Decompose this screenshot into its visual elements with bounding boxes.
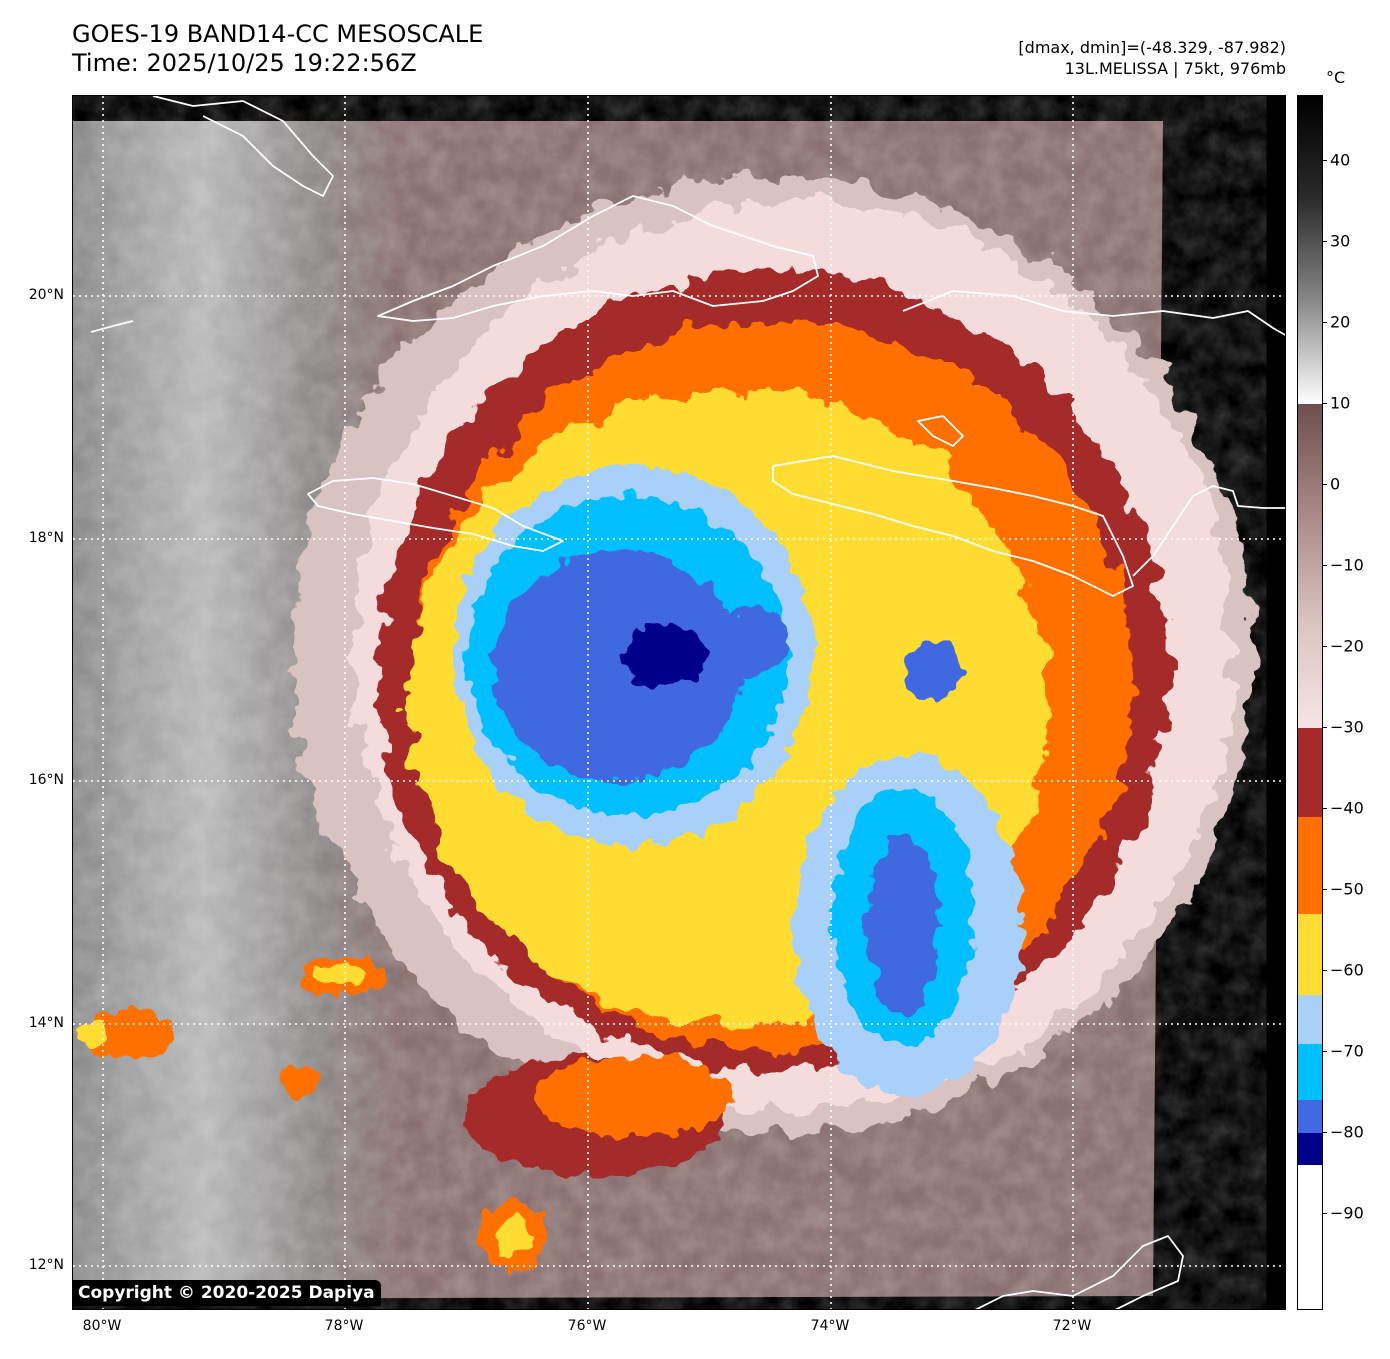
- colorbar-tick: [1322, 807, 1327, 809]
- lon-label-76w: 76°W: [567, 1318, 607, 1334]
- colorbar-tick-label: −70: [1330, 1041, 1364, 1061]
- colorbar-band: [1298, 96, 1322, 405]
- lon-label-74w: 74°W: [810, 1318, 850, 1334]
- chart-title: GOES-19 BAND14-CC MESOSCALE Time: 2025/1…: [72, 20, 483, 78]
- colorbar-tick: [1322, 1131, 1327, 1133]
- colorbar-tick: [1322, 159, 1327, 161]
- colorbar-band: [1298, 816, 1322, 915]
- colorbar-tick-label: −60: [1330, 960, 1364, 980]
- grid-lines: [73, 96, 1285, 1309]
- meta-info: [dmax, dmin]=(-48.329, -87.982) 13L.MELI…: [1018, 37, 1286, 79]
- rainband-cold-3: [868, 836, 938, 1016]
- colorbar-tick-label: 0: [1330, 474, 1341, 494]
- colorbar-band: [1298, 1043, 1322, 1101]
- jamaica-coastline: [307, 477, 564, 552]
- lon-label-72w: 72°W: [1052, 1318, 1092, 1334]
- title-line-2: Time: 2025/10/25 19:22:56Z: [72, 49, 417, 77]
- colorbar-unit: °C: [1326, 68, 1346, 87]
- convective-cell: [903, 641, 963, 701]
- colorbar-tick: [1322, 1050, 1327, 1052]
- cuba-east: [902, 290, 1285, 336]
- colorbar-tick: [1322, 969, 1327, 971]
- cold-cloud-tops: [453, 466, 1023, 1096]
- lon-label-78w: 78°W: [324, 1318, 364, 1334]
- cayman-island: [90, 320, 134, 333]
- storm-info: 13L.MELISSA | 75kt, 976mb: [1064, 59, 1286, 78]
- convective-cell-2: [718, 606, 788, 676]
- colorbar-tick-label: −90: [1330, 1203, 1364, 1223]
- colorbar-tick: [1322, 1212, 1327, 1214]
- colorbar-band: [1298, 403, 1322, 729]
- colorbar-tick-label: −50: [1330, 879, 1364, 899]
- south-america-coast: [974, 1235, 1184, 1309]
- lat-label-12n: 12°N: [28, 1257, 64, 1273]
- colorbar-tick-label: −30: [1330, 717, 1364, 737]
- band-minus-75-to-80: [493, 551, 743, 781]
- colorbar-tick-label: −10: [1330, 555, 1364, 575]
- colorbar-tick-label: −40: [1330, 798, 1364, 818]
- colorbar-tick-label: −20: [1330, 636, 1364, 656]
- colorbar-tick-label: 30: [1330, 231, 1351, 251]
- colorbar-tick-label: 10: [1330, 393, 1351, 413]
- colorbar-tick-label: 20: [1330, 312, 1351, 332]
- title-line-1: GOES-19 BAND14-CC MESOSCALE: [72, 20, 484, 48]
- lat-label-18n: 18°N: [28, 530, 64, 546]
- colorbar-band: [1298, 1165, 1322, 1309]
- cuba-west: [152, 96, 334, 197]
- colorbar: [1297, 95, 1323, 1310]
- colorbar-tick: [1322, 564, 1327, 566]
- colorbar-band: [1298, 995, 1322, 1045]
- colorbar-band: [1298, 727, 1322, 818]
- cuba-coastline: [377, 195, 819, 322]
- haiti-north-peninsula: [917, 415, 964, 447]
- lat-label-20n: 20°N: [28, 287, 64, 303]
- colorbar-tick: [1322, 402, 1327, 404]
- dominican-east: [1132, 485, 1285, 577]
- colorbar-tick: [1322, 483, 1327, 485]
- colorbar-tick-label: −80: [1330, 1122, 1364, 1142]
- satellite-map: [72, 95, 1286, 1310]
- colorbar-tick: [1322, 726, 1327, 728]
- lat-label-16n: 16°N: [28, 772, 64, 788]
- dmax-dmin-range: [dmax, dmin]=(-48.329, -87.982): [1018, 38, 1286, 57]
- southern-convection: [77, 956, 733, 1271]
- colorbar-band: [1298, 1132, 1322, 1166]
- coastlines: [90, 96, 1285, 1309]
- satellite-image: [73, 96, 1285, 1309]
- lat-label-14n: 14°N: [28, 1015, 64, 1031]
- colorbar-band: [1298, 1100, 1322, 1134]
- hispaniola-coastline: [772, 455, 1134, 597]
- band-below-minus-80: [621, 624, 705, 688]
- colorbar-tick-label: 40: [1330, 150, 1351, 170]
- colorbar-tick: [1322, 888, 1327, 890]
- colorbar-tick: [1322, 645, 1327, 647]
- colorbar-tick: [1322, 240, 1327, 242]
- colorbar-band: [1298, 914, 1322, 996]
- copyright-notice: Copyright © 2020-2025 Dapiya: [72, 1280, 381, 1306]
- lon-label-80w: 80°W: [82, 1318, 122, 1334]
- colorbar-tick: [1322, 321, 1327, 323]
